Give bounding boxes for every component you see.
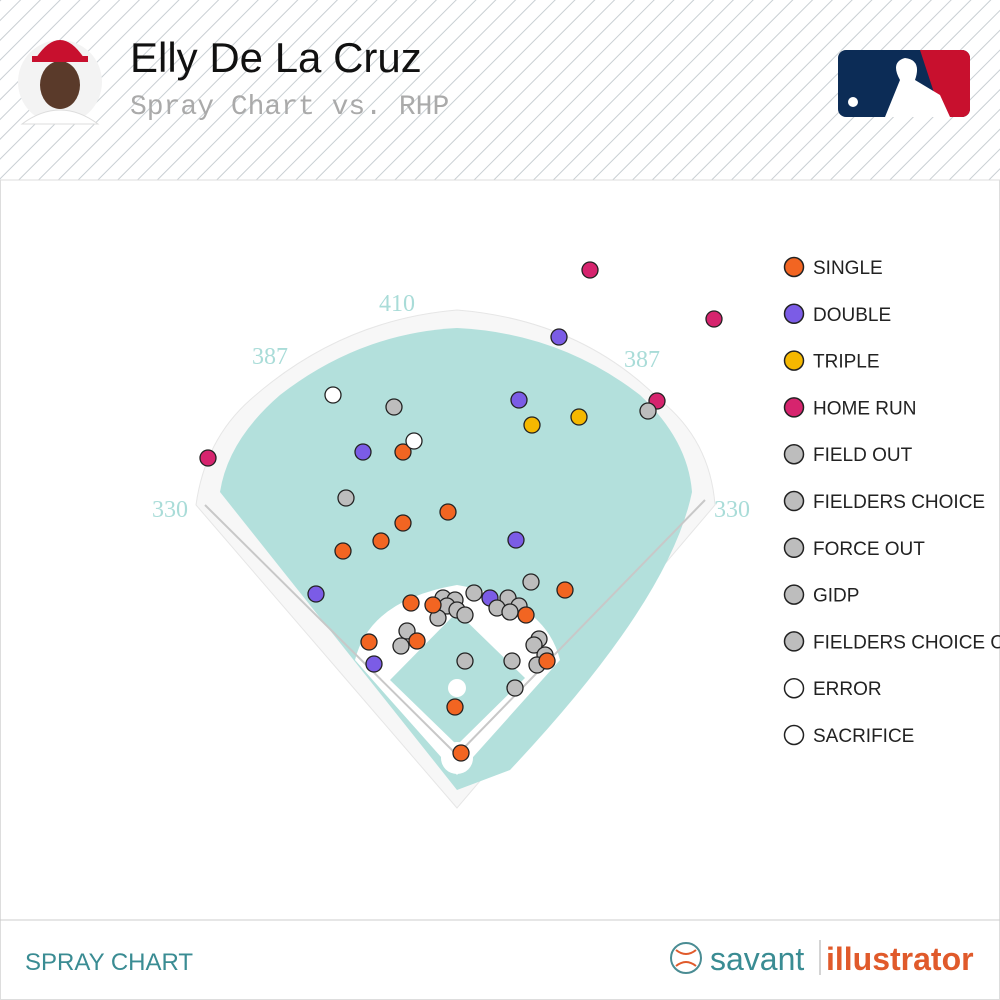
batted-ball [439, 503, 457, 521]
legend-swatch [783, 677, 805, 699]
batted-ball [456, 606, 474, 624]
batted-ball [456, 652, 474, 670]
batted-ball [199, 449, 217, 467]
batted-ball [503, 652, 521, 670]
batted-ball [510, 391, 528, 409]
batted-ball [354, 443, 372, 461]
legend-label: ERROR [813, 679, 882, 700]
distance-label: 387 [252, 344, 288, 370]
footer-label: SPRAY CHART [25, 949, 193, 976]
legend-label: FIELD OUT [813, 445, 913, 466]
batted-ball [570, 408, 588, 426]
batted-ball [550, 328, 568, 346]
batted-ball [402, 594, 420, 612]
batted-ball [507, 531, 525, 549]
player-name: Elly De La Cruz [130, 34, 422, 81]
brand-left: savant [710, 941, 804, 977]
legend-swatch [783, 443, 805, 465]
batted-ball [360, 633, 378, 651]
savant-logo: savant illustrator [670, 940, 974, 977]
legend-label: SACRIFICE [813, 726, 914, 747]
distance-label: 410 [379, 291, 415, 317]
distance-label: 330 [714, 497, 750, 523]
legend-swatch [783, 584, 805, 605]
legend-swatch [783, 537, 805, 559]
batted-ball [556, 581, 574, 599]
field [195, 309, 716, 809]
batted-ball [385, 398, 403, 416]
batted-ball [334, 542, 352, 560]
batted-ball [446, 698, 464, 716]
legend-label: SINGLE [813, 258, 883, 279]
batted-ball [337, 489, 355, 507]
legend-swatch [783, 303, 805, 325]
legend-label: DOUBLE [813, 305, 891, 326]
legend-swatch [783, 631, 805, 652]
legend-label: FORCE OUT [813, 539, 925, 560]
batted-ball [365, 655, 383, 673]
batted-ball [452, 744, 470, 762]
subtitle: Spray Chart vs. RHP [130, 92, 449, 123]
player-photo [18, 40, 102, 125]
batted-ball [424, 596, 442, 614]
batted-ball [372, 532, 390, 550]
legend-swatch [783, 724, 805, 746]
batted-ball [392, 637, 410, 655]
legend-label: HOME RUN [813, 398, 916, 419]
batted-ball [307, 585, 325, 603]
batted-ball [517, 606, 535, 624]
batted-ball [522, 573, 540, 591]
header-background [0, 0, 1000, 180]
legend-label: GIDP [813, 586, 859, 607]
batted-ball [501, 603, 519, 621]
batted-ball [324, 386, 342, 404]
batted-ball [581, 261, 599, 279]
distance-label: 387 [624, 347, 660, 373]
legend-label: TRIPLE [813, 352, 880, 373]
batted-ball [538, 652, 556, 670]
brand-right: illustrator [826, 941, 974, 977]
batted-ball [394, 514, 412, 532]
legend-swatch [783, 397, 805, 418]
legend-swatch [783, 350, 805, 371]
batted-ball [405, 432, 423, 450]
mlb-logo [838, 50, 970, 117]
legend-swatch [783, 256, 805, 278]
batted-ball [506, 679, 524, 697]
batted-ball [639, 402, 657, 420]
batted-ball [408, 632, 426, 650]
batted-ball [394, 443, 412, 461]
legend-swatch [783, 490, 805, 512]
batted-ball [523, 416, 541, 434]
batted-ball [525, 636, 543, 654]
distance-label: 330 [152, 497, 188, 523]
legend-label: FIELDERS CHOICE [813, 492, 985, 513]
legend-label: FIELDERS CHOICE OUT [813, 632, 1000, 653]
batted-ball [705, 310, 723, 328]
batted-ball [465, 584, 483, 602]
